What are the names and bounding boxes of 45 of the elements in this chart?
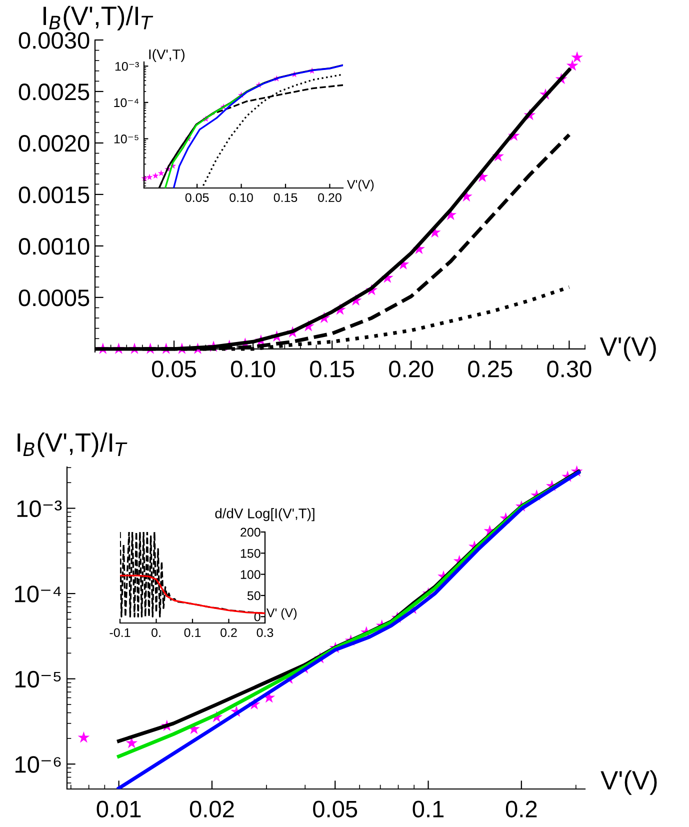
x-tick-label: 0.25 bbox=[468, 360, 512, 378]
y-axis-title: I$_{B}$(V',T)/I$_{T}$ bbox=[44, 6, 154, 30]
x-tick-label: 0.15 bbox=[310, 360, 354, 378]
y-tick-label: 0.0005 bbox=[18, 289, 90, 306]
x-tick-label: 0.2 bbox=[506, 800, 537, 818]
x-tick-label: 0.2 bbox=[220, 628, 237, 638]
x-tick-label: 0.05 bbox=[185, 193, 209, 202]
y-tick-label: 10⁻³ bbox=[115, 62, 139, 71]
y-tick-label: 0.0015 bbox=[18, 186, 90, 204]
y-tick-label: 50 bbox=[247, 591, 260, 600]
x-tick-label: 0.1 bbox=[184, 628, 201, 638]
x-tick-label: 0.20 bbox=[389, 360, 434, 378]
x-axis-title: V'(V) bbox=[600, 770, 657, 795]
x-tick-label: 0.30 bbox=[547, 360, 592, 378]
y-axis-title: I(V',T) bbox=[149, 49, 184, 62]
x-tick-label: 0.10 bbox=[231, 360, 276, 378]
y-tick-label: 10⁻⁵ bbox=[15, 670, 61, 688]
x-tick-label: 0.3 bbox=[256, 628, 274, 638]
y-tick-label: 10⁻⁶ bbox=[16, 756, 61, 773]
x-tick-label: -0.1 bbox=[110, 628, 130, 638]
y-tick-label: 100 bbox=[240, 570, 260, 579]
x-tick-label: 0.15 bbox=[274, 193, 298, 202]
x-tick-label: 0.05 bbox=[152, 360, 196, 378]
x-tick-label: 0.01 bbox=[96, 800, 141, 818]
x-axis-title: V'(V) bbox=[347, 180, 374, 192]
x-tick-label: 0. bbox=[152, 628, 160, 638]
x-axis-title: V'(V) bbox=[600, 336, 656, 362]
y-tick-label: 0.0010 bbox=[18, 238, 90, 255]
x-tick-label: 0.02 bbox=[190, 800, 234, 818]
y-tick-label: 0.0020 bbox=[18, 135, 90, 152]
y-tick-label: 200 bbox=[240, 528, 260, 537]
x-tick-label: 0.05 bbox=[313, 800, 358, 818]
x-axis-title: V' (V) bbox=[266, 608, 297, 620]
y-tick-label: 10⁻³ bbox=[17, 500, 62, 518]
y-axis-title: d/dV Log[I(V',T)] bbox=[215, 508, 314, 522]
x-tick-label: 0.20 bbox=[318, 193, 342, 202]
y-tick-label: 0.0030 bbox=[18, 32, 90, 49]
y-tick-label: 0.0025 bbox=[18, 84, 90, 100]
y-axis-title: I$_{B}$(V',T)/I$_{T}$ bbox=[18, 432, 128, 458]
y-tick-label: 10⁻⁵ bbox=[114, 134, 138, 144]
y-tick-label: 10⁻⁴ bbox=[15, 586, 61, 602]
y-tick-label: 150 bbox=[240, 548, 260, 558]
x-tick-label: 0.10 bbox=[230, 193, 253, 202]
x-tick-label: 0.1 bbox=[412, 800, 444, 818]
y-tick-label: 10⁻⁴ bbox=[114, 98, 139, 108]
